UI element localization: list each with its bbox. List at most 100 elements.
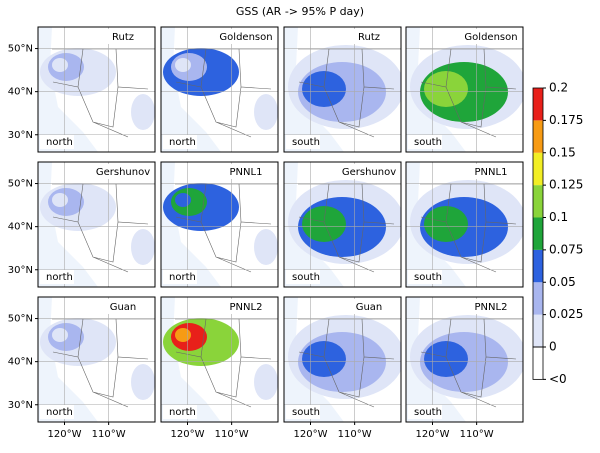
label-bg — [461, 164, 521, 179]
field — [424, 206, 468, 242]
label-bg — [408, 135, 442, 149]
borders — [298, 183, 401, 273]
label-bg — [216, 29, 276, 44]
lat-label: 40°N — [8, 87, 33, 98]
borders — [52, 318, 155, 408]
borders — [420, 318, 523, 408]
colorbar-label: 0.075 — [549, 242, 583, 256]
label-bg — [163, 135, 197, 149]
borders — [52, 48, 155, 138]
map-panel — [38, 27, 155, 152]
lat-label: 30°N — [8, 130, 33, 141]
lat-label: 40°N — [8, 357, 33, 368]
panel-frame — [37, 26, 156, 153]
ocean — [161, 297, 221, 422]
label-bg — [286, 405, 320, 419]
panel-name: PNNL1 — [475, 167, 508, 178]
panel-name: Goldenson — [219, 32, 272, 43]
field — [131, 229, 155, 265]
field — [424, 71, 468, 107]
panel-frame — [37, 296, 156, 423]
field — [254, 229, 278, 265]
field — [52, 328, 68, 342]
lat-label: 30°N — [8, 400, 33, 411]
panel-frame — [283, 161, 402, 288]
field — [302, 341, 346, 377]
colorbar-bin — [533, 120, 543, 153]
map-panel — [406, 162, 523, 287]
colorbar-label: 0.175 — [549, 113, 583, 127]
colorbar-bin — [533, 88, 543, 121]
field — [302, 71, 346, 107]
map-panel — [161, 297, 278, 422]
colorbar-label: 0.15 — [549, 145, 576, 159]
panel-region: north — [169, 272, 196, 283]
map-panel — [284, 162, 401, 287]
panel-frame — [160, 161, 279, 288]
field — [131, 94, 155, 130]
panel-name: Guan — [356, 302, 383, 313]
panel-region: south — [414, 137, 442, 148]
borders — [420, 48, 523, 138]
field — [424, 341, 468, 377]
ocean — [284, 297, 344, 422]
lat-label: 40°N — [8, 222, 33, 233]
label-bg — [163, 270, 197, 284]
panel-name: PNNL1 — [230, 167, 263, 178]
field — [302, 206, 346, 242]
panel-region: north — [169, 407, 196, 418]
ocean — [284, 27, 344, 152]
map-panel — [406, 297, 523, 422]
panel-frame — [283, 296, 402, 423]
label-bg — [216, 299, 276, 314]
field — [52, 193, 68, 207]
label-bg — [339, 29, 399, 44]
borders — [298, 48, 401, 138]
label-bg — [40, 270, 74, 284]
panel-region: north — [169, 137, 196, 148]
lon-label: 110°W — [92, 429, 126, 440]
label-bg — [40, 405, 74, 419]
borders — [420, 183, 523, 273]
field — [131, 364, 155, 400]
label-bg — [40, 135, 74, 149]
field — [254, 364, 278, 400]
label-bg — [93, 29, 153, 44]
colorbar-bin — [533, 314, 543, 347]
panel-name: Gershunov — [96, 167, 150, 178]
panel-region: south — [414, 407, 442, 418]
lat-label: 50°N — [8, 179, 33, 190]
panel-frame — [37, 161, 156, 288]
label-bg — [461, 299, 521, 314]
map-panel — [284, 297, 401, 422]
lon-label: 110°W — [460, 429, 494, 440]
colorbar-label: 0.2 — [549, 81, 568, 95]
colorbar-bin — [533, 282, 543, 315]
borders — [175, 48, 278, 138]
figure-title: GSS (AR -> 95% P day) — [236, 5, 364, 18]
panel-region: south — [292, 272, 320, 283]
panel-region: south — [292, 407, 320, 418]
colorbar-label: 0 — [549, 340, 557, 354]
ocean — [161, 162, 221, 287]
panel-frame — [160, 296, 279, 423]
map-panel — [38, 162, 155, 287]
colorbar-label: 0.1 — [549, 210, 568, 224]
lat-label: 50°N — [8, 314, 33, 325]
label-bg — [286, 135, 320, 149]
label-bg — [93, 164, 153, 179]
colorbar-bin — [533, 185, 543, 218]
panel-name: PNNL2 — [475, 302, 508, 313]
lon-label: 110°W — [338, 429, 372, 440]
lat-label: 50°N — [8, 44, 33, 55]
panel-name: Gershunov — [342, 167, 396, 178]
panel-frame — [405, 26, 524, 153]
field — [175, 58, 191, 72]
panel-name: Rutz — [358, 32, 380, 43]
panel-region: south — [292, 137, 320, 148]
field — [175, 193, 191, 207]
ocean — [284, 162, 344, 287]
map-panel — [38, 297, 155, 422]
panel-frame — [405, 161, 524, 288]
